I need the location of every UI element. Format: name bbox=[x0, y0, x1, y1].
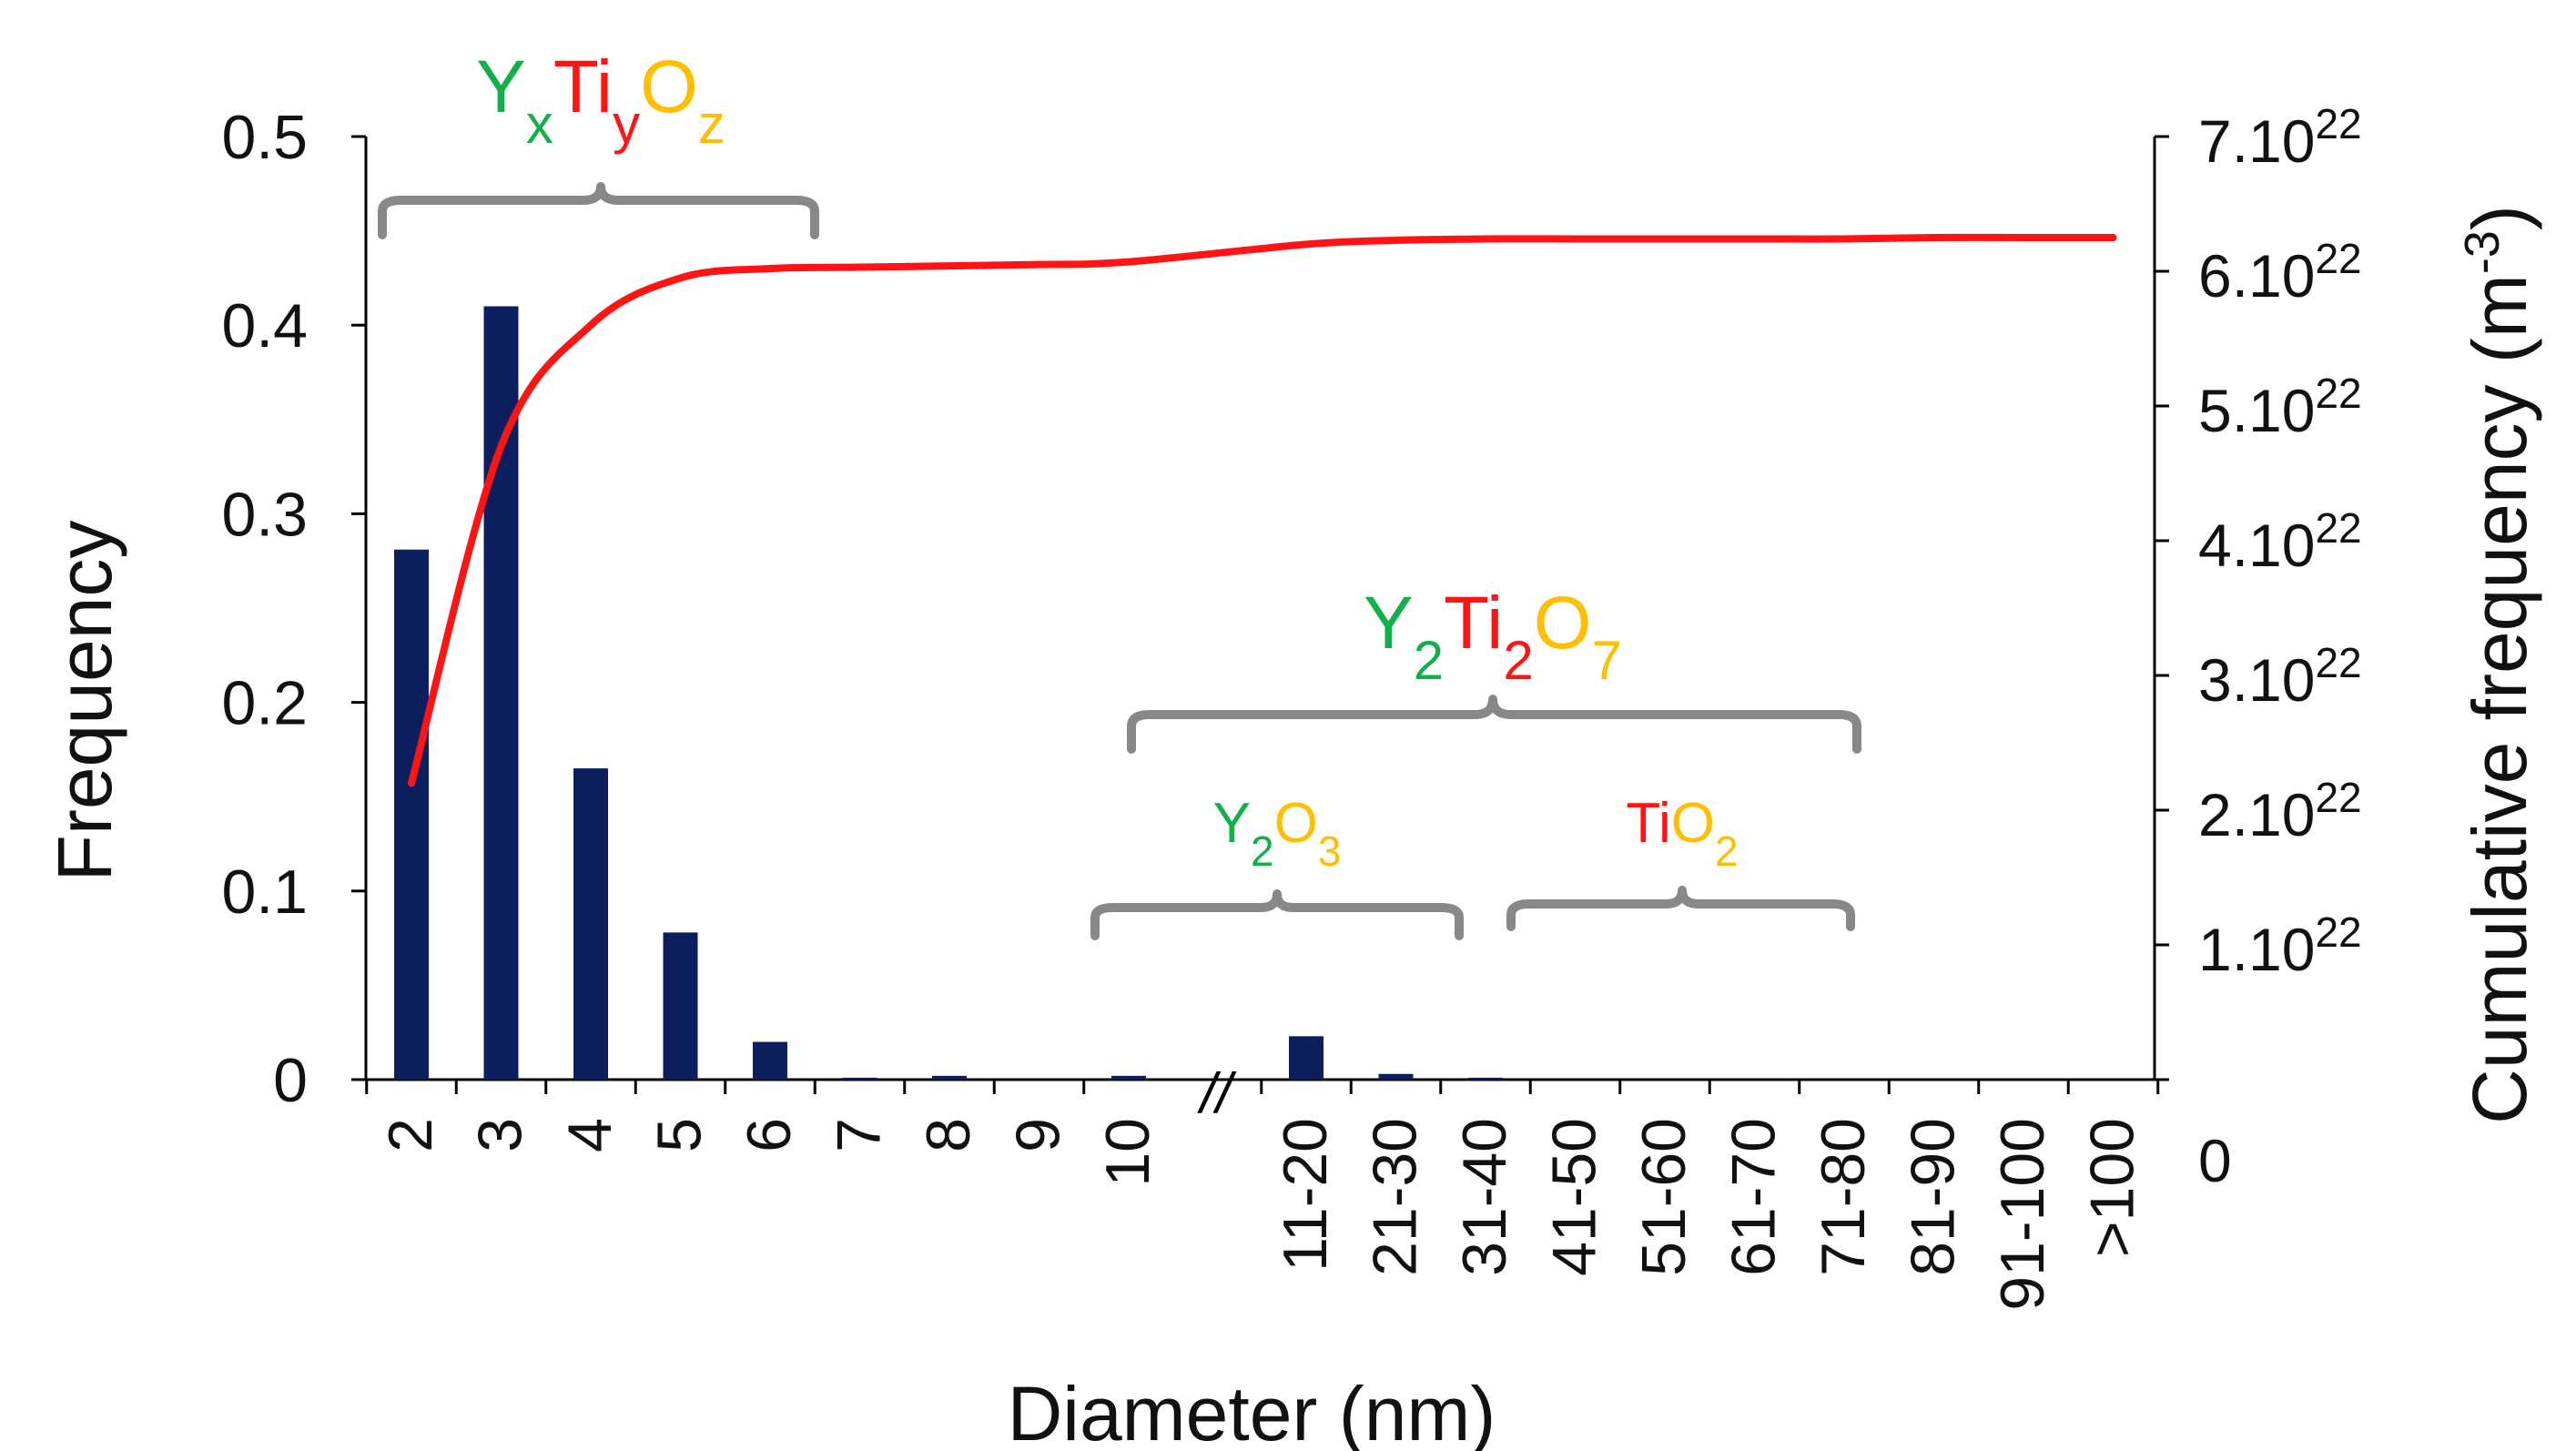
y-tick-label: 0.3 bbox=[221, 480, 308, 549]
x-tick-label: >100 bbox=[2078, 1118, 2147, 1257]
y-tick-label: 0.1 bbox=[221, 857, 308, 927]
y2-tick-label: 4.1022 bbox=[2198, 504, 2362, 579]
y-tick-label: 0.4 bbox=[221, 291, 308, 360]
x-tick-label: 7 bbox=[825, 1118, 894, 1152]
x-tick-label: 9 bbox=[1004, 1118, 1073, 1152]
frequency-bar bbox=[932, 1075, 967, 1080]
x-tick-label: 6 bbox=[735, 1118, 804, 1152]
cumulative-frequency-line bbox=[408, 233, 2117, 787]
y2-axis-title: Cumulative frequency (m-3) bbox=[2455, 205, 2542, 1124]
x-tick-label: 51-60 bbox=[1629, 1118, 1699, 1276]
x-tick-label: 71-80 bbox=[1809, 1118, 1878, 1276]
x-tick-group: 2 3 4 5 6 7 8 9 10 11-20 21-30 31-40 41-50 51-60 61-70… bbox=[365, 1080, 2160, 1311]
x-tick-label: 5 bbox=[645, 1118, 715, 1152]
frequency-bar bbox=[483, 306, 519, 1081]
y-tick-group: 0 0.1 0.2 0.3 0.4 0.5 bbox=[221, 103, 366, 1115]
frequency-bar bbox=[1111, 1075, 1146, 1080]
x-axis-title: Diameter (nm) bbox=[1008, 1371, 1496, 1451]
frequency-bar bbox=[1289, 1036, 1323, 1080]
x-tick-label: 31-40 bbox=[1450, 1118, 1519, 1276]
frequency-bar bbox=[753, 1041, 787, 1080]
x-tick-label: 3 bbox=[466, 1118, 535, 1152]
y2-tick-label: 6.1022 bbox=[2198, 235, 2362, 309]
axis-break-mark: // bbox=[1197, 1062, 1237, 1125]
label-yxtiyoz: YxTiyOz bbox=[476, 46, 725, 155]
y2-tick-label: 0 bbox=[2198, 1127, 2232, 1194]
label-y2ti2o7: Y2Ti2O7 bbox=[1364, 582, 1622, 691]
y2-tick-label: 7.1022 bbox=[2198, 100, 2362, 175]
label-yxtiyoz-o: O bbox=[640, 46, 698, 128]
y2-tick-label: 3.1022 bbox=[2198, 639, 2362, 714]
x-tick-label: 91-100 bbox=[1988, 1118, 2057, 1311]
x-tick-label: 41-50 bbox=[1540, 1118, 1609, 1276]
bar-series bbox=[394, 306, 1503, 1081]
y-tick-label: 0.5 bbox=[221, 103, 308, 172]
frequency-bar bbox=[1468, 1077, 1503, 1080]
y2-tick-label: 1.1022 bbox=[2198, 908, 2362, 983]
x-tick-label: 21-30 bbox=[1361, 1118, 1430, 1276]
x-tick-label: 2 bbox=[376, 1118, 445, 1152]
bracket-yxtiyoz bbox=[378, 182, 819, 239]
frequency-bar bbox=[663, 932, 698, 1080]
frequency-bar bbox=[394, 549, 429, 1080]
x-tick-label: 4 bbox=[555, 1118, 624, 1152]
bracket-y2o3 bbox=[1090, 889, 1464, 940]
y2-tick-label: 2.1022 bbox=[2198, 774, 2362, 848]
y-axis-title: Frequency bbox=[42, 521, 127, 882]
label-tio2: TiO2 bbox=[1626, 792, 1738, 875]
frequency-bar bbox=[573, 768, 608, 1080]
x-tick-label: 11-20 bbox=[1271, 1118, 1340, 1272]
bracket-y2ti2o7 bbox=[1127, 695, 1861, 754]
label-yxtiyoz-y: Y bbox=[476, 46, 526, 128]
label-yxtiyoz-ti: Ti bbox=[553, 46, 613, 128]
y-tick-label: 0 bbox=[273, 1046, 308, 1115]
x-tick-label: 81-90 bbox=[1899, 1118, 1968, 1276]
y-tick-label: 0.2 bbox=[221, 669, 308, 738]
bracket-tio2 bbox=[1506, 886, 1855, 931]
label-y2o3: Y2O3 bbox=[1213, 792, 1342, 875]
y2-tick-label: 5.1022 bbox=[2198, 370, 2362, 444]
frequency-bar bbox=[842, 1077, 877, 1080]
frequency-bar bbox=[1378, 1073, 1414, 1080]
x-tick-label: 8 bbox=[914, 1118, 983, 1152]
y2-tick-group: 0 1.1022 2.1022 3.1022 4.1022 5.1022 6.1022 7.1… bbox=[2155, 100, 2362, 1194]
x-tick-label: 61-70 bbox=[1719, 1118, 1789, 1276]
x-tick-label: 10 bbox=[1093, 1118, 1162, 1187]
